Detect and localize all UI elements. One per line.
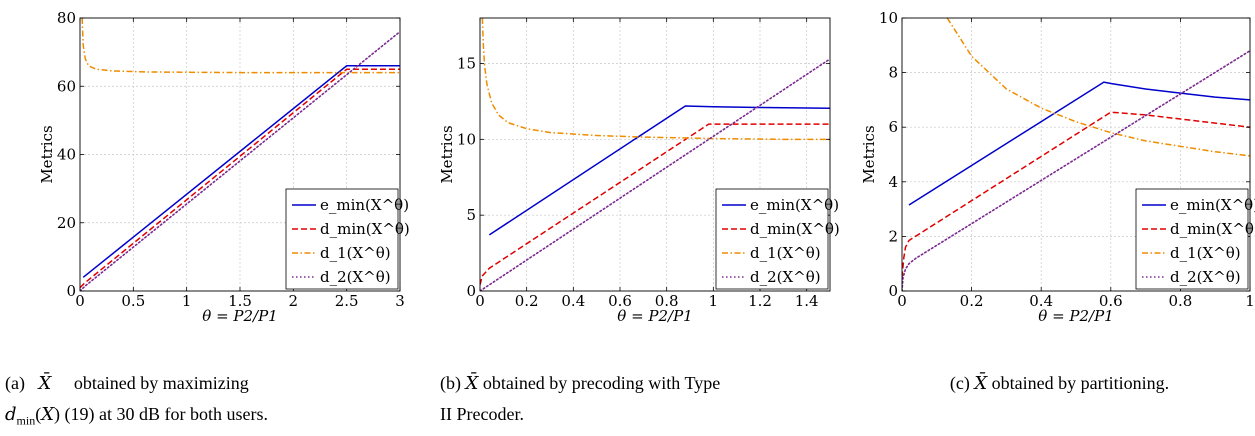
legend-entry: d_1(X^θ) bbox=[750, 244, 821, 262]
x-axis-label: θ = P2/P1 bbox=[617, 307, 692, 325]
caption-b-text2: II Precoder. bbox=[440, 404, 524, 424]
y-tick-label: 20 bbox=[57, 214, 76, 232]
chart-panel-1: 0 0.5 1 1.5 2 2.5 3 0 20 40 60 80 Metrics θ = P2/P1 e_… bbox=[38, 9, 410, 325]
y-axis-label: Metrics bbox=[438, 125, 456, 183]
caption-a-label: (a) bbox=[5, 373, 25, 393]
x-tick-label: 3 bbox=[395, 292, 405, 310]
caption-b-label: (b) bbox=[440, 373, 461, 393]
series-line-1 bbox=[82, 65, 400, 278]
series-line-3 bbox=[946, 18, 1250, 157]
series-line-2 bbox=[80, 68, 400, 289]
caption-c-label: (c) bbox=[949, 373, 970, 393]
x-tick-label: 0.6 bbox=[1099, 292, 1123, 310]
x-tick-label: 0.2 bbox=[515, 292, 539, 310]
caption-b: (b) X̄ obtained by precoding with Type I… bbox=[440, 373, 721, 424]
y-tick-label: 6 bbox=[888, 118, 898, 136]
y-tick-label: 10 bbox=[879, 9, 898, 27]
x-tick-label: 0 bbox=[897, 292, 907, 310]
x-axis-label: θ = P2/P1 bbox=[1038, 307, 1113, 325]
x-tick-label: 0.8 bbox=[1168, 292, 1192, 310]
series-line-1 bbox=[908, 81, 1250, 206]
y-tick-label: 40 bbox=[57, 146, 76, 164]
x-tick-label: 1 bbox=[1245, 292, 1255, 310]
plot-frame bbox=[901, 17, 1251, 292]
x-tick-label: 0.6 bbox=[608, 292, 632, 310]
series-line-4 bbox=[480, 58, 830, 291]
series-line-2 bbox=[902, 111, 1250, 278]
y-axis-label: Metrics bbox=[860, 125, 878, 183]
caption-c-text: obtained by partitioning. bbox=[991, 373, 1170, 393]
legend-entry: e_min(X^θ) bbox=[750, 196, 839, 214]
y-tick-label: 8 bbox=[888, 64, 898, 82]
x-tick-label: 0.4 bbox=[1029, 292, 1053, 310]
x-tick-label: 1.4 bbox=[795, 292, 819, 310]
y-tick-label: 0 bbox=[888, 282, 898, 300]
series-line-3 bbox=[481, 18, 830, 141]
y-tick-label: 5 bbox=[466, 206, 476, 224]
legend-entry: e_min(X^θ) bbox=[1170, 196, 1255, 214]
caption-b-text: obtained by precoding with Type bbox=[482, 373, 721, 393]
y-tick-label: 15 bbox=[457, 55, 476, 73]
x-tick-label: 2 bbox=[289, 292, 299, 310]
caption-c: (c) X̄ obtained by partitioning. bbox=[949, 373, 1170, 394]
plot-frame bbox=[479, 17, 831, 292]
y-tick-label: 60 bbox=[57, 77, 76, 95]
x-tick-label: 0 bbox=[75, 292, 85, 310]
series-line-2 bbox=[480, 123, 830, 286]
legend-entry: d_1(X^θ) bbox=[1170, 244, 1241, 262]
x-tick-label: 0 bbox=[475, 292, 485, 310]
y-tick-label: 2 bbox=[888, 227, 898, 245]
series-line-1 bbox=[488, 105, 830, 236]
x-tick-label: 1.2 bbox=[748, 292, 772, 310]
y-axis-label: Metrics bbox=[38, 125, 56, 183]
y-tick-label: 4 bbox=[888, 173, 898, 191]
y-tick-label: 0 bbox=[66, 282, 76, 300]
x-tick-label: 2.5 bbox=[335, 292, 359, 310]
legend-entry: e_min(X^θ) bbox=[320, 196, 409, 214]
series-line-4 bbox=[902, 49, 1250, 291]
legend-entry: d_min(X^θ) bbox=[1170, 220, 1255, 238]
x-tick-label: 0.2 bbox=[960, 292, 984, 310]
series-line-4 bbox=[80, 30, 400, 291]
legend-entry: d_2(X^θ) bbox=[750, 268, 821, 286]
chart-panel-2: 0 0.2 0.4 0.6 0.8 1 1.2 1.4 0 5 10 15 Metrics θ = P2/… bbox=[438, 17, 840, 325]
x-tick-label: 0.5 bbox=[121, 292, 145, 310]
x-tick-label: 0.4 bbox=[561, 292, 585, 310]
caption-a-text2: (19) at 30 dB for both users. bbox=[64, 404, 268, 424]
x-tick-label: 1.5 bbox=[228, 292, 252, 310]
legend-entry: d_min(X^θ) bbox=[750, 220, 840, 238]
y-tick-label: 0 bbox=[466, 282, 476, 300]
y-tick-label: 80 bbox=[57, 9, 76, 27]
x-tick-label: 0.8 bbox=[655, 292, 679, 310]
x-tick-label: 1 bbox=[182, 292, 192, 310]
x-tick-label: 1 bbox=[709, 292, 719, 310]
legend-entry: d_2(X^θ) bbox=[1170, 268, 1241, 286]
legend-entry: d_1(X^θ) bbox=[320, 244, 391, 262]
legend-entry: d_2(X^θ) bbox=[320, 268, 391, 286]
y-tick-label: 10 bbox=[457, 130, 476, 148]
caption-a-text: obtained by maximizing bbox=[73, 373, 249, 393]
caption-a: (a) X̄ obtained by maximizing dmin(X) (1… bbox=[5, 373, 268, 428]
x-axis-label: θ = P2/P1 bbox=[202, 307, 277, 325]
series-line-3 bbox=[81, 18, 400, 74]
legend-entry: d_min(X^θ) bbox=[320, 220, 410, 238]
